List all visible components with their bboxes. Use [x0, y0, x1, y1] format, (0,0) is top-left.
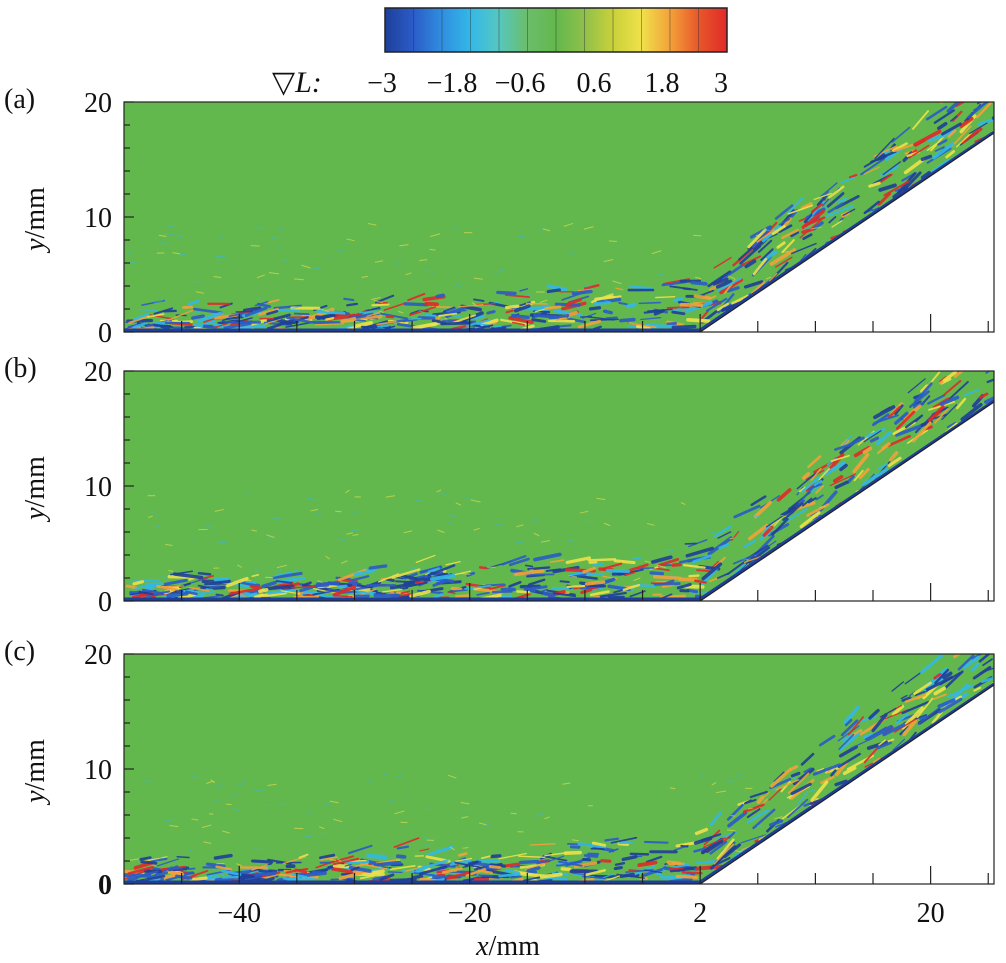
x-axis-label: x/mm	[475, 931, 540, 962]
y-tick-label: 10	[84, 203, 112, 234]
turbulent-structures	[125, 371, 994, 601]
contour-background	[124, 102, 994, 332]
panel-c: 0 10 20 y/mm (c)	[4, 636, 995, 901]
panel-a: 0 10 20 y/mm (a)	[4, 84, 995, 349]
y-tick-label: 20	[84, 640, 112, 671]
y-axis-label: y/mm	[20, 187, 51, 254]
colorbar-tick-label: −1.8	[427, 68, 478, 99]
ramp-wall	[699, 132, 995, 333]
colorbar-tick-label: −3	[367, 68, 397, 99]
x-tick-label: −20	[448, 898, 492, 929]
colorbar-tick-labels: −3 −1.8 −0.6 0.6 1.8 3	[367, 68, 728, 99]
x-tick-label: −40	[217, 898, 261, 929]
colorbar-tick-label: 1.8	[645, 68, 680, 99]
colorbar	[384, 7, 728, 53]
colorbar-label: ▽L:	[272, 66, 322, 99]
panel-label: (a)	[4, 84, 35, 115]
x-tick-label: 2	[693, 898, 707, 929]
y-tick-label: 0	[98, 318, 112, 349]
panel-label: (b)	[4, 353, 37, 384]
panel-label: (c)	[4, 636, 35, 667]
axis-ticks	[124, 101, 989, 333]
turbulent-structures	[124, 654, 994, 884]
x-tick-label: 20	[917, 898, 945, 929]
axis-ticks	[124, 370, 989, 602]
colorbar-tick-label: 0.6	[577, 68, 612, 99]
y-axis-label: y/mm	[20, 739, 51, 806]
axis-ticks	[124, 653, 989, 885]
y-tick-label: 10	[84, 755, 112, 786]
y-tick-label: 0	[98, 587, 112, 618]
y-tick-label: 20	[84, 357, 112, 388]
y-tick-label: 10	[84, 472, 112, 503]
y-axis-label: y/mm	[20, 456, 51, 523]
panel-b: 0 10 20 y/mm (b)	[4, 353, 995, 618]
x-axis-ticks: −40 −20 2 20	[217, 898, 944, 929]
ramp-wall	[699, 684, 995, 885]
colorbar-tick-label: 3	[714, 68, 728, 99]
colorbar-tick-label: −0.6	[495, 68, 546, 99]
ramp-wall	[699, 401, 995, 602]
y-tick-label: 20	[84, 88, 112, 119]
y-tick-label: 0	[98, 870, 112, 901]
